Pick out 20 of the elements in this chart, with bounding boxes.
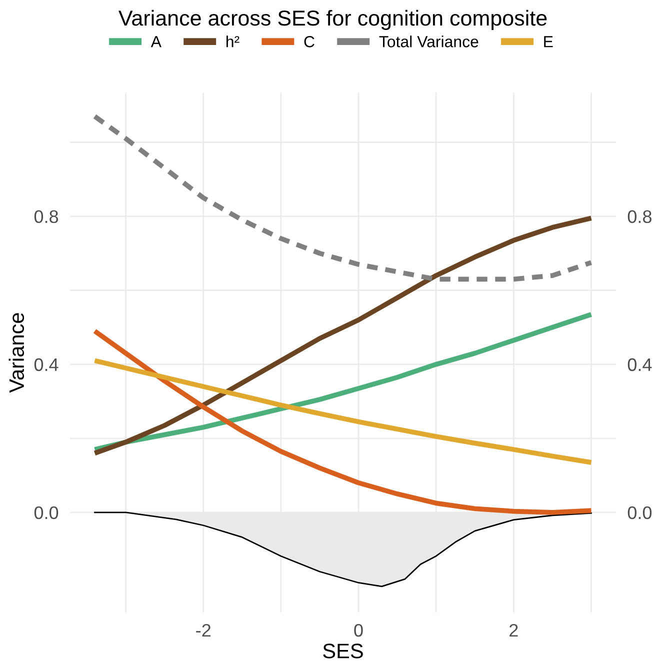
y2-tick-label: 0.4 (628, 358, 652, 372)
legend-label: Total Variance (379, 36, 478, 48)
y2-tick-label: 0.0 (628, 506, 652, 520)
legend-label: E (544, 36, 553, 48)
x-tick-label: -2 (196, 624, 210, 637)
x-tick-label: 2 (510, 624, 518, 637)
y-axis-title: Variance (8, 313, 24, 393)
y-tick-label: 0.0 (34, 506, 58, 520)
legend-label: h² (226, 36, 240, 48)
legend-label: C (304, 36, 314, 48)
chart-title: Variance across SES for cognition composite (118, 10, 547, 30)
y-tick-label: 0.4 (34, 358, 58, 372)
x-tick-label: 0 (354, 624, 363, 637)
y-tick-label: 0.8 (34, 210, 58, 224)
line-series (92, 114, 594, 282)
legend-label: A (150, 36, 162, 48)
line-series (92, 358, 594, 465)
x-axis-title: SES (323, 644, 363, 658)
y2-tick-label: 0.8 (628, 210, 652, 224)
line-series (92, 216, 594, 456)
